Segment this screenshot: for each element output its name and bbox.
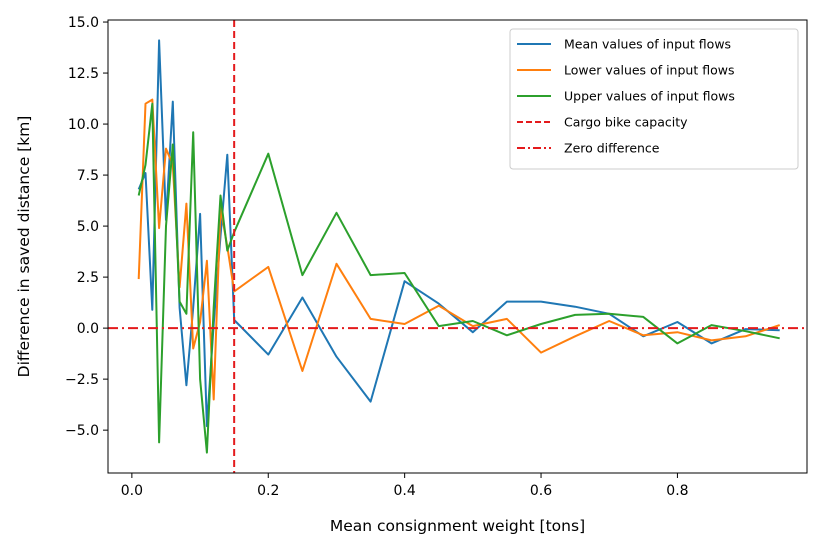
legend-label: Lower values of input flows — [564, 63, 734, 78]
x-axis: 0.0 0.2 0.4 0.6 0.8 — [121, 473, 689, 499]
y-tick-label: 5.0 — [77, 219, 99, 235]
series-layer — [108, 20, 807, 473]
legend-label: Mean values of input flows — [564, 37, 731, 52]
y-tick-label: 0.0 — [77, 321, 99, 337]
y-tick-label: 15.0 — [68, 15, 99, 31]
legend-label: Cargo bike capacity — [564, 115, 688, 130]
legend-label: Upper values of input flows — [564, 89, 735, 104]
y-tick-label: 10.0 — [68, 117, 99, 133]
x-axis-label: Mean consignment weight [tons] — [330, 517, 585, 535]
x-tick-label: 0.8 — [666, 483, 688, 499]
y-tick-label: 2.5 — [77, 270, 99, 286]
x-tick-label: 0.4 — [394, 483, 416, 499]
y-tick-label: 7.5 — [77, 168, 99, 184]
y-tick-label: −5.0 — [65, 423, 99, 439]
legend: Mean values of input flows Lower values o… — [509, 28, 799, 170]
x-tick-label: 0.2 — [257, 483, 279, 499]
series-line-3 — [137, 102, 780, 454]
legend-label: Zero difference — [564, 141, 660, 156]
plot-frame — [107, 19, 808, 474]
x-tick-label: 0.6 — [530, 483, 552, 499]
legend-box — [509, 28, 799, 170]
x-tick-label: 0.0 — [121, 483, 143, 499]
y-tick-label: −2.5 — [65, 372, 99, 388]
y-tick-label: 12.5 — [68, 66, 99, 82]
y-axis-label: Difference in saved distance [km] — [15, 116, 33, 378]
y-axis: −5.0 −2.5 0.0 2.5 5.0 7.5 10.0 12.5 15.0 — [65, 15, 108, 439]
